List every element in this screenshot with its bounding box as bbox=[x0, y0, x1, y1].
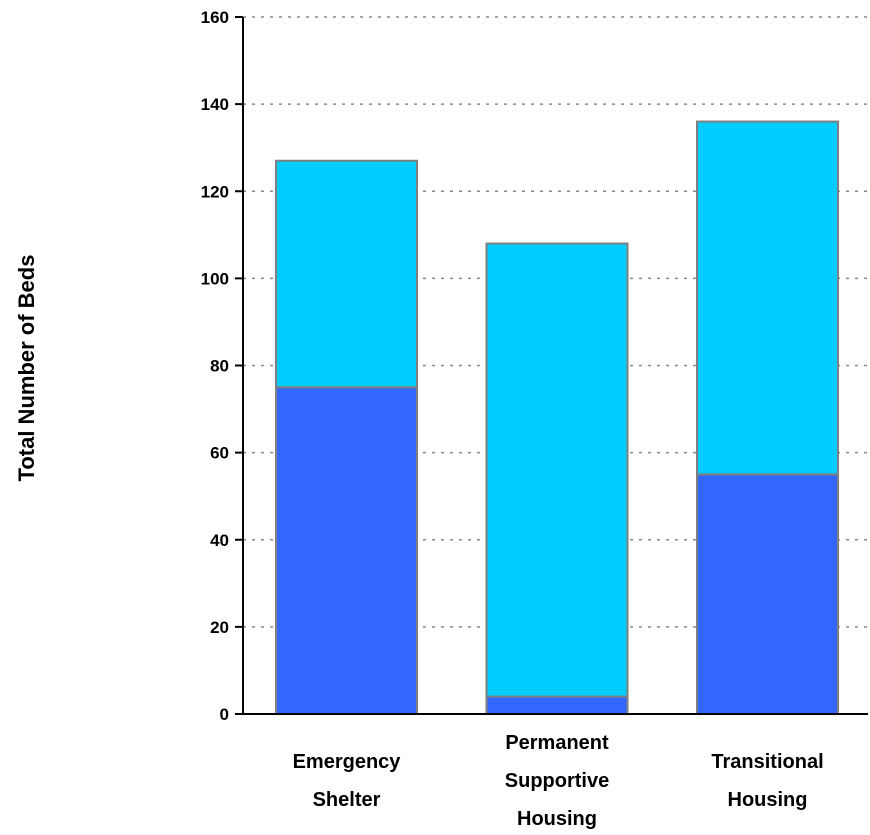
y-tick-label: 120 bbox=[201, 182, 229, 201]
bar-segment bbox=[485, 242, 629, 698]
y-tick-labels: 0 20 40 60 80 100 120 140 160 bbox=[201, 8, 243, 724]
x-category-label: Permanent Supportive Housing bbox=[505, 732, 609, 830]
bar-segment bbox=[696, 473, 839, 715]
y-tick-label: 20 bbox=[210, 618, 229, 637]
x-category-label: Transitional Housing bbox=[711, 751, 823, 811]
bars bbox=[275, 120, 839, 716]
bar-segment bbox=[485, 695, 629, 716]
y-tick-label: 140 bbox=[201, 95, 229, 114]
x-category-label-line: Shelter bbox=[313, 789, 381, 811]
bar-segment bbox=[696, 120, 839, 476]
y-tick-label: 80 bbox=[210, 357, 229, 376]
y-tick-label: 0 bbox=[220, 705, 229, 724]
y-tick-label: 160 bbox=[201, 8, 229, 27]
x-category-label-line: Transitional bbox=[711, 751, 823, 773]
x-category-label-line: Housing bbox=[728, 789, 808, 811]
x-category-label-line: Permanent bbox=[505, 732, 609, 754]
bar-segment bbox=[275, 159, 418, 389]
x-category-label: Emergency Shelter bbox=[293, 751, 402, 811]
y-axis-title: Total Number of Beds bbox=[14, 255, 39, 482]
bar-segment bbox=[275, 386, 418, 715]
y-tick-label: 100 bbox=[201, 269, 229, 288]
x-category-label-line: Supportive bbox=[505, 770, 609, 792]
y-tick-label: 60 bbox=[210, 444, 229, 463]
x-category-label-line: Emergency bbox=[293, 751, 402, 773]
x-category-labels: Emergency Shelter Permanent Supportive Housi… bbox=[293, 732, 824, 830]
x-category-label-line: Housing bbox=[517, 808, 597, 830]
y-tick-label: 40 bbox=[210, 531, 229, 550]
